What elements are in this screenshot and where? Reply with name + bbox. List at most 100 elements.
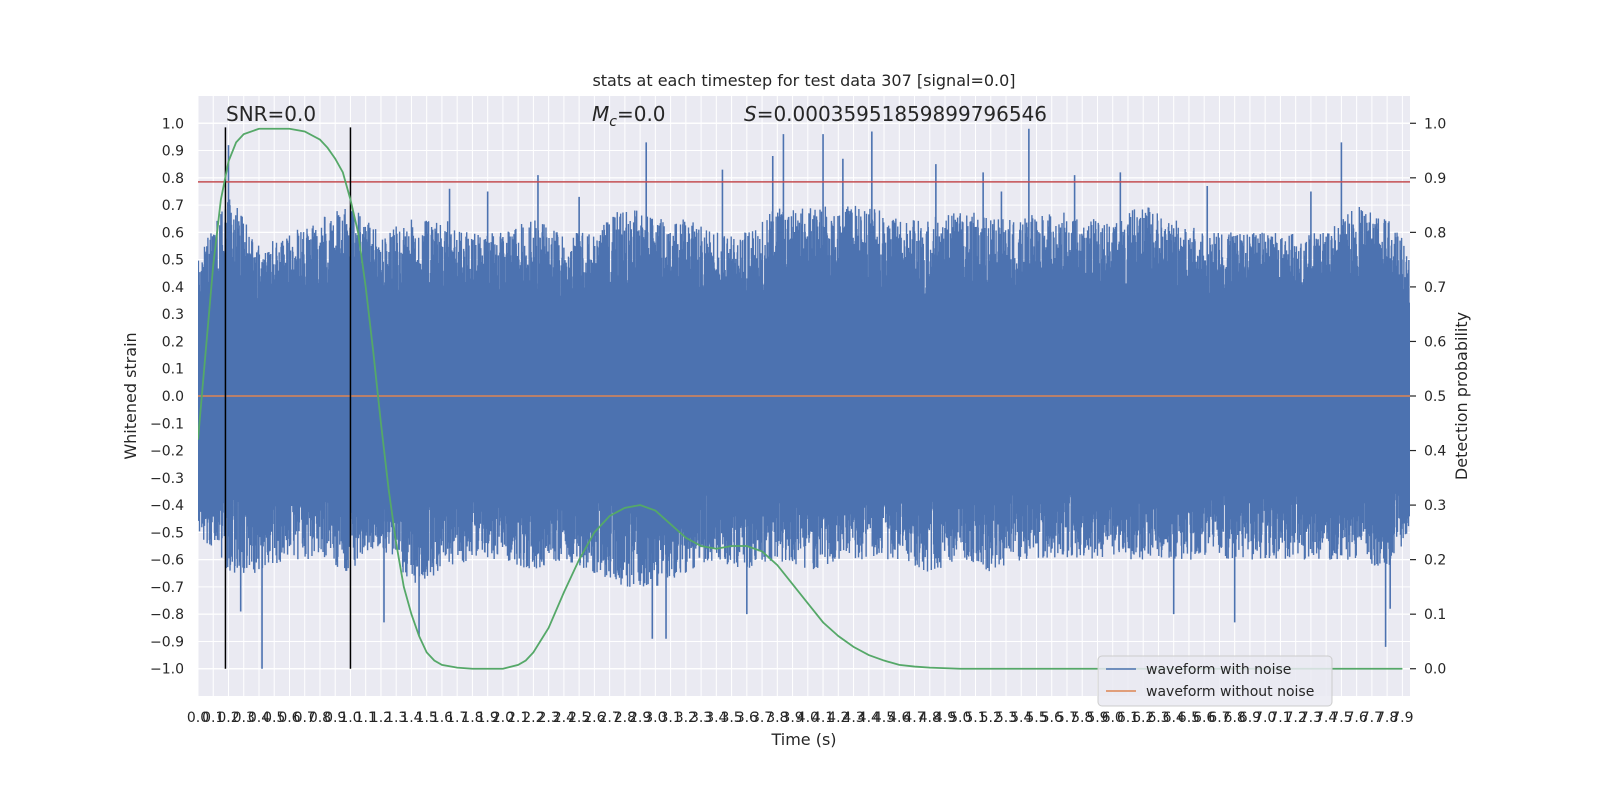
- x-tick-label: 0.4: [248, 710, 270, 726]
- x-tick-label: 2.1: [507, 710, 529, 726]
- x-tick-label: 7.4: [1315, 710, 1337, 726]
- x-tick-label: 3.8: [766, 710, 788, 726]
- x-tick-label: 7.5: [1330, 710, 1352, 726]
- y-tick-label: 0.8: [162, 171, 184, 187]
- x-tick-label: 3.9: [781, 710, 803, 726]
- vertical-markers: [224, 127, 352, 669]
- x-tick-label: 5.1: [964, 710, 986, 726]
- y2-tick-label: 0.7: [1424, 280, 1446, 296]
- chirp-mass-subscript: c: [609, 114, 617, 130]
- x-tick-label: 4.0: [797, 710, 819, 726]
- y-tick-label: 0.1: [162, 362, 184, 378]
- x-tick-label: 3.2: [675, 710, 697, 726]
- x-tick-label: 6.2: [1132, 710, 1154, 726]
- legend-box: [1097, 655, 1333, 707]
- x-tick-label: 4.6: [888, 710, 910, 726]
- y-tick-label: 0.6: [162, 225, 184, 241]
- x-tick-label: 6.0: [1102, 710, 1124, 726]
- x-tick-label: 1.1: [355, 710, 377, 726]
- y2-tick-label: 0.2: [1424, 553, 1446, 569]
- waveform-with-noise-spikes: [227, 128, 1391, 669]
- x-tick-label: 2.9: [629, 710, 651, 726]
- legend-label-waveform-with-noise: waveform with noise: [1146, 662, 1291, 678]
- y-tick-label: −0.4: [150, 498, 184, 514]
- x-tick-label: 2.8: [614, 710, 636, 726]
- x-tick-label: 2.6: [583, 710, 605, 726]
- x-tick-label: 0.2: [217, 710, 239, 726]
- y2-tick-label: 0.9: [1424, 171, 1446, 187]
- chirp-mass-annotation: Mc=0.0: [592, 102, 666, 130]
- x-axis-label: Time (s): [770, 730, 836, 749]
- x-tick-label: 4.2: [827, 710, 849, 726]
- x-tick-label: 5.3: [995, 710, 1017, 726]
- y-tick-label: −0.7: [150, 580, 184, 596]
- x-tick-label: 1.9: [477, 710, 499, 726]
- y-tick-label: −0.2: [150, 444, 184, 460]
- y-tick-label: −0.1: [150, 416, 184, 432]
- x-tick-label: 5.9: [1086, 710, 1108, 726]
- y-tick-label: −0.6: [150, 553, 184, 569]
- x-tick-label: 7.3: [1300, 710, 1322, 726]
- x-tick-label: 5.0: [949, 710, 971, 726]
- x-tick-label: 5.6: [1041, 710, 1063, 726]
- x-tick-label: 0.7: [294, 710, 316, 726]
- y-axis-label: Whitened strain: [121, 332, 140, 459]
- x-tick-label: 5.8: [1071, 710, 1093, 726]
- detection-probability-line: [198, 127, 1403, 670]
- x-tick-label: 4.5: [873, 710, 895, 726]
- x-tick-label: 0.5: [263, 710, 285, 726]
- y-tick-label: −0.8: [150, 607, 184, 623]
- x-tick-label: 4.1: [812, 710, 834, 726]
- y-tick-label: 1.0: [162, 116, 184, 132]
- data-layer: [198, 127, 1410, 670]
- x-tick-label: 7.9: [1391, 710, 1413, 726]
- waveform-with-noise-band: [198, 199, 1410, 587]
- chart-title: stats at each timestep for test data 307…: [592, 71, 1015, 90]
- legend: waveform with noise waveform without noi…: [1097, 655, 1333, 707]
- y-tick-label: 0.5: [162, 253, 184, 269]
- x-tick-label: 3.6: [736, 710, 758, 726]
- x-tick-label: 1.3: [385, 710, 407, 726]
- x-tick-label: 0.8: [309, 710, 331, 726]
- statistic-symbol: S: [744, 102, 757, 126]
- y2-tick-label: 0.1: [1424, 607, 1446, 623]
- x-tick-label: 2.3: [538, 710, 560, 726]
- x-tick-label: 7.1: [1269, 710, 1291, 726]
- x-axis-ticks: 0.00.10.20.30.40.50.60.70.80.91.01.11.21…: [187, 710, 1414, 726]
- y2-tick-label: 0.4: [1424, 444, 1446, 460]
- y2-tick-label: 0.6: [1424, 334, 1446, 350]
- x-tick-label: 3.5: [720, 710, 742, 726]
- x-tick-label: 6.1: [1117, 710, 1139, 726]
- y-tick-label: −0.9: [150, 634, 184, 650]
- x-tick-label: 1.6: [431, 710, 453, 726]
- y-tick-label: 0.4: [162, 280, 184, 296]
- y2-axis-ticks: 1.0 0.9 0.8 0.7 0.6 0.5 0.4 0.3 0.2 0.1 0.0: [1410, 116, 1446, 678]
- statistic-value: =0.00035951859899796546: [757, 102, 1047, 126]
- x-tick-label: 7.8: [1376, 710, 1398, 726]
- x-tick-label: 3.7: [751, 710, 773, 726]
- x-tick-label: 0.6: [278, 710, 300, 726]
- x-tick-label: 2.2: [522, 710, 544, 726]
- x-tick-label: 3.4: [705, 710, 727, 726]
- x-tick-label: 6.8: [1224, 710, 1246, 726]
- x-tick-label: 6.4: [1163, 710, 1185, 726]
- x-tick-label: 4.3: [842, 710, 864, 726]
- x-tick-label: 2.5: [568, 710, 590, 726]
- x-tick-label: 0.1: [202, 710, 224, 726]
- x-tick-label: 4.8: [919, 710, 941, 726]
- x-tick-label: 1.2: [370, 710, 392, 726]
- chirp-mass-symbol: M: [592, 102, 609, 126]
- x-tick-label: 6.3: [1147, 710, 1169, 726]
- y2-tick-label: 1.0: [1424, 116, 1446, 132]
- x-tick-label: 0.9: [324, 710, 346, 726]
- x-tick-label: 7.0: [1254, 710, 1276, 726]
- x-tick-label: 4.4: [858, 710, 880, 726]
- y-tick-label: −0.5: [150, 525, 184, 541]
- y-tick-label: 0.7: [162, 198, 184, 214]
- x-tick-label: 1.4: [400, 710, 422, 726]
- x-tick-label: 4.9: [934, 710, 956, 726]
- x-tick-label: 7.6: [1346, 710, 1368, 726]
- y-tick-label: −0.3: [150, 471, 184, 487]
- y-axis-ticks: 1.0 0.9 0.8 0.7 0.6 0.5 0.4 0.3 0.2 0.1 0.0 −0.1 −0.…: [150, 116, 184, 677]
